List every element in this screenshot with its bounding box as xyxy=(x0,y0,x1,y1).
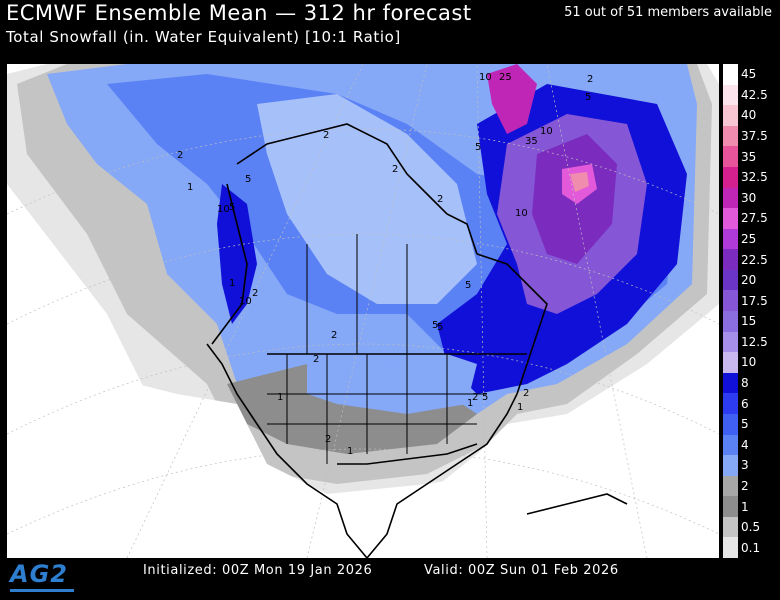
contour-label: 10 xyxy=(540,126,553,137)
contour-label: 1 xyxy=(229,278,235,289)
legend-label: 25 xyxy=(741,231,757,246)
legend-label: 12.5 xyxy=(741,334,768,349)
contour-label: 2 xyxy=(331,330,337,341)
snowfall-map-canvas: 2 10 25 5 10 35 2 5 10 2 1 5 10 5 2 2 1 … xyxy=(7,64,719,558)
legend-label: 35 xyxy=(741,149,757,164)
legend-swatch xyxy=(723,537,738,559)
contour-label: 1 xyxy=(347,446,353,457)
legend-label: 0.1 xyxy=(741,540,761,555)
map-title: ECMWF Ensemble Mean — 312 hr forecast xyxy=(6,1,472,25)
legend-swatch xyxy=(723,516,738,538)
legend-swatch xyxy=(723,475,738,497)
legend-swatch xyxy=(723,64,738,86)
legend-swatch xyxy=(723,125,738,147)
legend-label: 17.5 xyxy=(741,293,768,308)
snow-free-south xyxy=(7,324,719,558)
legend-label: 5 xyxy=(741,417,749,432)
legend-swatch xyxy=(723,187,738,209)
snow-area-us-blue xyxy=(307,354,477,414)
contour-label: 1 xyxy=(467,398,473,409)
legend-swatch xyxy=(723,290,738,312)
legend-label: 1 xyxy=(741,499,749,514)
contour-label: 2 xyxy=(472,392,478,403)
contour-label: 10 xyxy=(479,72,492,83)
legend-label: 3 xyxy=(741,458,749,473)
contour-label: 1 xyxy=(277,392,283,403)
legend-swatch xyxy=(723,249,738,271)
contour-label: 5 xyxy=(437,322,443,333)
legend-swatch xyxy=(723,228,738,250)
contour-label: 2 xyxy=(313,354,319,365)
legend-label: 6 xyxy=(741,396,749,411)
contour-label: 25 xyxy=(499,72,512,83)
contour-label: 2 xyxy=(177,150,183,161)
legend-label: 15 xyxy=(741,314,757,329)
contour-label: 10 xyxy=(515,208,528,219)
contour-label: 5 xyxy=(475,142,481,153)
contour-label: 1 xyxy=(187,182,193,193)
map-subtitle: Total Snowfall (in. Water Equivalent) [1… xyxy=(6,28,401,46)
legend-label: 27.5 xyxy=(741,211,768,226)
legend-swatch xyxy=(723,393,738,415)
legend-label: 2 xyxy=(741,478,749,493)
legend-swatch xyxy=(723,372,738,394)
legend-label: 42.5 xyxy=(741,87,768,102)
initialized-time: Initialized: 00Z Mon 19 Jan 2026 xyxy=(143,563,373,578)
contour-label: 2 xyxy=(392,164,398,175)
legend-label: 20 xyxy=(741,273,757,288)
contour-label: 2 xyxy=(587,74,593,85)
legend-swatch xyxy=(723,166,738,188)
legend-label: 40 xyxy=(741,108,757,123)
legend-colorbar xyxy=(723,64,738,559)
legend-label: 37.5 xyxy=(741,129,768,144)
snow-area-coast-purple xyxy=(487,64,537,134)
legend-swatch xyxy=(723,84,738,106)
snow-area-west-coast xyxy=(217,184,257,324)
legend-swatch xyxy=(723,331,738,353)
legend-swatch xyxy=(723,455,738,477)
snow-area-pink xyxy=(570,172,589,192)
legend-label: 30 xyxy=(741,190,757,205)
legend-label: 8 xyxy=(741,376,749,391)
legend-label: 32.5 xyxy=(741,170,768,185)
ag2-logo-underline xyxy=(10,589,74,592)
legend-label: 4 xyxy=(741,437,749,452)
contour-label: 5 xyxy=(229,202,235,213)
snow-area-pale-blue xyxy=(257,94,477,304)
legend-swatch xyxy=(723,208,738,230)
legend-swatch xyxy=(723,413,738,435)
contour-label: 5 xyxy=(245,174,251,185)
contour-label: 2 xyxy=(523,388,529,399)
legend-swatch xyxy=(723,105,738,127)
contour-label: 2 xyxy=(323,130,329,141)
legend-labels: 45 42.5 40 37.5 35 32.5 30 27.5 25 22.5 20 17.5 15 12… xyxy=(741,64,780,558)
members-available-text: 51 out of 51 members available xyxy=(564,5,772,20)
legend-label: 45 xyxy=(741,67,757,82)
contour-label: 5 xyxy=(482,392,488,403)
snowfall-map: 2 10 25 5 10 35 2 5 10 2 1 5 10 5 2 2 1 … xyxy=(7,64,719,558)
contour-label: 1 xyxy=(517,402,523,413)
contour-label: 2 xyxy=(437,194,443,205)
ag2-logo: AG2 xyxy=(10,560,68,588)
legend-label: 0.5 xyxy=(741,520,761,535)
legend-swatch xyxy=(723,146,738,168)
contour-label: 2 xyxy=(252,288,258,299)
contour-label: 10 xyxy=(217,204,230,215)
valid-time: Valid: 00Z Sun 01 Feb 2026 xyxy=(424,563,619,578)
contour-label: 5 xyxy=(465,280,471,291)
legend-swatch xyxy=(723,434,738,456)
contour-label: 5 xyxy=(432,320,438,331)
legend-label: 10 xyxy=(741,355,757,370)
legend-swatch xyxy=(723,311,738,333)
contour-label: 10 xyxy=(239,296,252,307)
legend-swatch xyxy=(723,269,738,291)
contour-label: 5 xyxy=(585,92,591,103)
contour-label: 2 xyxy=(325,434,331,445)
legend-label: 22.5 xyxy=(741,252,768,267)
legend-swatch xyxy=(723,496,738,518)
contour-label: 35 xyxy=(525,136,538,147)
legend-swatch xyxy=(723,352,738,374)
